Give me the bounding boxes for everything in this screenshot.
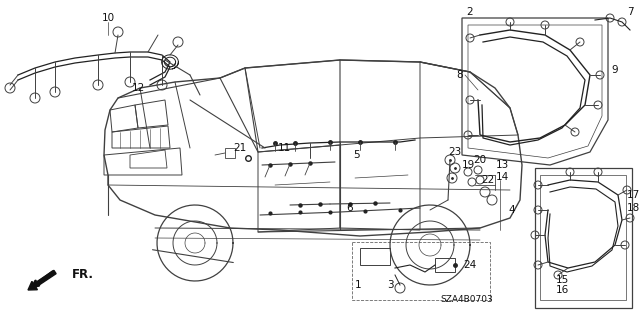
Text: 12: 12 — [131, 83, 145, 93]
Text: 19: 19 — [461, 160, 475, 170]
Text: 10: 10 — [101, 13, 115, 23]
Text: 23: 23 — [449, 147, 461, 157]
Text: 3: 3 — [387, 280, 394, 290]
Text: 20: 20 — [474, 155, 486, 165]
Text: 11: 11 — [277, 143, 291, 153]
Text: 4: 4 — [509, 205, 515, 215]
Text: 17: 17 — [627, 190, 639, 200]
Text: SZA4B0703: SZA4B0703 — [440, 295, 493, 305]
Text: 1: 1 — [355, 280, 362, 290]
Text: 22: 22 — [481, 175, 495, 185]
Text: 15: 15 — [556, 275, 568, 285]
Text: 2: 2 — [467, 7, 474, 17]
Text: 9: 9 — [612, 65, 618, 75]
Text: 18: 18 — [627, 203, 639, 213]
Text: 21: 21 — [234, 143, 246, 153]
Bar — [352, 242, 490, 300]
Text: 7: 7 — [627, 7, 634, 17]
Text: 13: 13 — [495, 160, 509, 170]
FancyArrow shape — [28, 270, 56, 290]
Text: FR.: FR. — [72, 269, 94, 281]
Text: 6: 6 — [347, 203, 353, 213]
Text: 8: 8 — [457, 70, 463, 80]
Text: 5: 5 — [353, 150, 359, 160]
Text: 14: 14 — [495, 172, 509, 182]
Text: 24: 24 — [463, 260, 477, 270]
Text: 16: 16 — [556, 285, 568, 295]
